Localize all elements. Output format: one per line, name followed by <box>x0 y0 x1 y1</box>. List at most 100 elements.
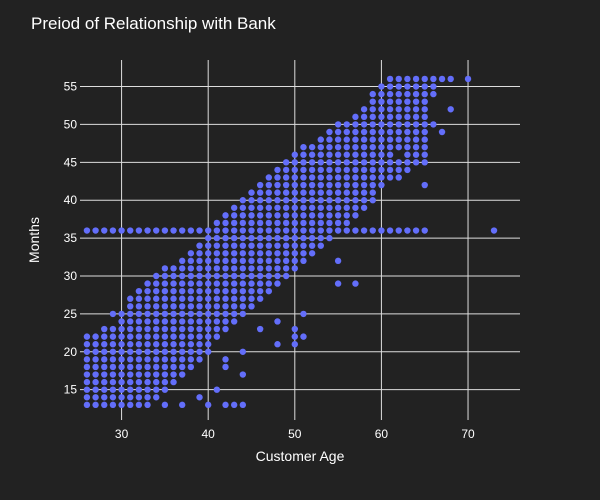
data-point <box>204 287 212 295</box>
data-point <box>369 227 376 234</box>
data-point <box>248 280 255 287</box>
data-point <box>430 121 437 128</box>
data-point <box>92 386 99 393</box>
data-point <box>308 174 316 181</box>
data-point <box>196 272 203 280</box>
data-point <box>300 242 307 249</box>
data-point <box>179 265 186 272</box>
data-point <box>386 143 394 151</box>
data-point <box>135 341 143 348</box>
data-point <box>239 219 247 227</box>
data-point <box>308 227 316 234</box>
data-point <box>144 363 151 371</box>
data-point <box>308 181 316 189</box>
data-point <box>109 333 117 340</box>
data-point <box>135 310 143 318</box>
data-point <box>109 356 117 363</box>
data-point <box>291 151 299 158</box>
data-point <box>265 212 273 219</box>
data-point <box>118 371 125 378</box>
data-point <box>395 106 402 113</box>
data-point <box>308 143 316 151</box>
data-point <box>386 106 394 113</box>
data-point <box>109 363 117 371</box>
data-point <box>404 75 411 83</box>
data-point <box>421 90 428 98</box>
data-point <box>135 363 143 371</box>
data-point <box>204 318 212 325</box>
data-point <box>343 189 350 196</box>
data-point <box>412 113 420 121</box>
data-point <box>204 250 212 257</box>
data-point <box>153 363 160 371</box>
data-point <box>369 174 376 181</box>
y-tick-label-40: 40 <box>64 193 78 207</box>
data-point <box>83 394 91 401</box>
data-point <box>222 265 229 272</box>
data-point <box>334 197 342 204</box>
data-point <box>161 333 169 340</box>
x-tick-label-70: 70 <box>461 427 475 441</box>
data-point <box>196 265 203 272</box>
data-point <box>360 174 368 181</box>
data-point <box>144 318 151 325</box>
data-point <box>378 166 385 174</box>
data-point <box>317 204 324 211</box>
data-point <box>213 272 221 280</box>
data-point <box>230 272 238 280</box>
data-point <box>187 325 195 333</box>
data-point <box>213 280 221 287</box>
data-point <box>204 234 212 242</box>
data-point <box>300 257 307 265</box>
data-point <box>291 257 299 265</box>
data-point <box>265 242 273 249</box>
data-point <box>230 303 238 310</box>
data-point <box>291 204 299 211</box>
data-point <box>204 341 212 348</box>
data-point <box>490 227 498 234</box>
data-point <box>256 280 264 287</box>
data-point <box>352 212 359 219</box>
data-point <box>369 151 376 158</box>
data-points <box>83 75 498 409</box>
data-point <box>230 295 238 302</box>
data-point <box>170 318 177 325</box>
data-point <box>161 401 169 409</box>
data-point <box>317 197 324 204</box>
data-point <box>213 227 221 234</box>
data-point <box>170 371 177 378</box>
data-point <box>248 212 255 219</box>
data-point <box>239 204 247 211</box>
data-point <box>421 227 428 234</box>
data-point <box>144 341 151 348</box>
data-point <box>282 159 290 166</box>
data-point <box>213 386 221 393</box>
data-point <box>204 257 212 265</box>
data-point <box>222 219 229 227</box>
data-point <box>291 227 299 234</box>
data-point <box>179 257 186 265</box>
chart-title: Preiod of Relationship with Bank <box>31 14 276 33</box>
data-point <box>222 295 229 302</box>
data-point <box>170 363 177 371</box>
y-tick-label-35: 35 <box>64 231 78 245</box>
data-point <box>378 174 385 181</box>
data-point <box>170 348 177 355</box>
data-point <box>447 106 454 113</box>
data-point <box>274 174 281 181</box>
data-point <box>230 280 238 287</box>
data-point <box>109 227 117 234</box>
data-point <box>421 159 428 166</box>
data-point <box>326 174 333 181</box>
data-point <box>404 227 411 234</box>
data-point <box>92 394 99 401</box>
data-point <box>378 128 385 136</box>
data-point <box>386 174 394 181</box>
data-point <box>386 98 394 105</box>
data-point <box>248 197 255 204</box>
data-point <box>135 318 143 325</box>
data-point <box>256 234 264 242</box>
data-point <box>222 363 229 371</box>
data-point <box>239 227 247 234</box>
data-point <box>170 295 177 302</box>
